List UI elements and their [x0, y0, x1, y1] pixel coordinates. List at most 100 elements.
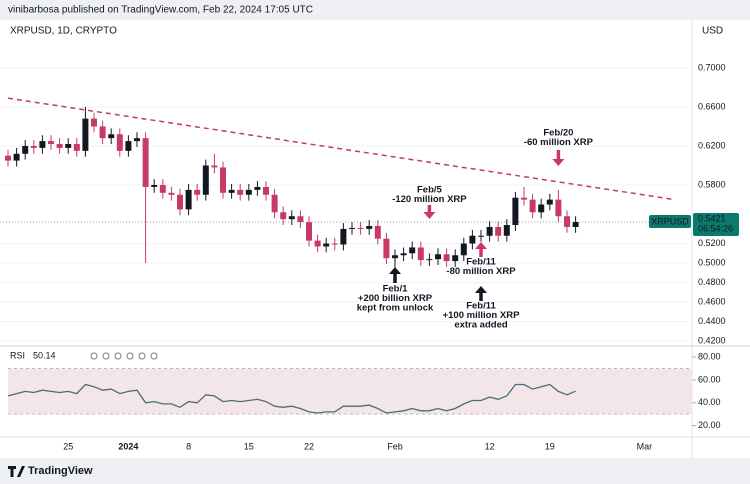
- candle-body: [99, 126, 106, 139]
- candle-body: [177, 194, 183, 210]
- annotation-arrow-head: [475, 286, 487, 293]
- y-tick-label: 0.4400: [698, 316, 726, 326]
- candle-body: [263, 186, 269, 195]
- candle-body: [280, 212, 287, 220]
- x-tick-label: 25: [63, 441, 73, 451]
- candle-body: [435, 254, 441, 260]
- candle-body: [211, 165, 218, 168]
- candle-body: [400, 253, 407, 256]
- y-tick-label: 0.5000: [698, 257, 726, 267]
- candle-body: [82, 118, 89, 151]
- logo-text: TradingView: [28, 465, 93, 477]
- candle-body: [366, 225, 373, 229]
- candle-body: [306, 222, 312, 241]
- annotation-text: +100 million XRP: [443, 310, 520, 321]
- candle-body: [245, 189, 252, 195]
- annotation-text: -120 million XRP: [392, 194, 467, 205]
- y-tick-label: 0.4800: [698, 277, 726, 287]
- candle-body: [340, 228, 347, 245]
- candle-body: [331, 243, 338, 245]
- candle-body: [374, 225, 381, 239]
- candle-body: [452, 255, 459, 262]
- candle-body: [151, 185, 158, 187]
- candle-body: [48, 141, 54, 145]
- annotation-arrow-head: [423, 212, 436, 219]
- candle-body: [564, 216, 570, 227]
- y-tick-label: 0.4200: [698, 335, 726, 345]
- y-tick-label: 0.6200: [698, 140, 726, 150]
- candle-body: [125, 141, 132, 151]
- candle-body: [392, 255, 398, 259]
- candle-body: [443, 254, 450, 262]
- candle-body: [39, 141, 46, 148]
- symbol-title: XRPUSD, 1D, CRYPTO: [10, 26, 117, 37]
- candle-body: [538, 204, 545, 213]
- y-tick-label: 0.6600: [698, 101, 726, 111]
- candle-body: [469, 235, 476, 244]
- y-tick-label: 0.4600: [698, 296, 726, 306]
- candle-body: [503, 225, 510, 236]
- annotation-arrow-head: [389, 267, 401, 274]
- annotation-text: extra added: [454, 320, 508, 331]
- countdown-label: 06:54:26: [698, 223, 733, 233]
- annotation-text: Feb/11: [466, 301, 496, 312]
- annotation-text: kept from unlock: [357, 303, 434, 314]
- candle-body: [546, 199, 553, 205]
- header-bar: [0, 0, 750, 20]
- x-tick-label: 8: [186, 441, 191, 451]
- x-tick-label: Mar: [637, 441, 653, 451]
- x-tick-label: 2024: [118, 441, 138, 451]
- candle-body: [228, 189, 235, 193]
- trendline: [7, 97, 676, 201]
- candle-body: [91, 118, 97, 127]
- symbol-label-box: [649, 214, 691, 228]
- logo-icon: [8, 466, 25, 477]
- price-label-box: [693, 212, 739, 236]
- candle-body: [194, 189, 201, 195]
- candle-body: [73, 144, 80, 151]
- x-tick-label: Feb: [387, 441, 403, 451]
- rsi-icons: [90, 352, 158, 360]
- footer-bar: [0, 458, 750, 484]
- candle-body: [383, 238, 390, 259]
- candle-body: [486, 226, 493, 236]
- candle-body: [142, 138, 149, 187]
- candle-body: [56, 144, 63, 148]
- candle-body: [185, 189, 192, 210]
- candle-body: [220, 167, 226, 193]
- candle-body: [288, 216, 295, 220]
- x-tick-label: 15: [244, 441, 254, 451]
- candle-body: [409, 247, 416, 254]
- annotation-text: Feb/5: [417, 185, 443, 196]
- y-tick-label: 0.5200: [698, 238, 726, 248]
- y-tick-label: 40.00: [698, 397, 721, 407]
- candle-body: [30, 145, 37, 148]
- candle-body: [314, 240, 321, 247]
- candle-body: [168, 192, 175, 195]
- annotation-arrow-head: [475, 242, 487, 249]
- y-tick-label: 0.5800: [698, 179, 726, 189]
- rsi-value: 50.14: [33, 350, 56, 360]
- candle-body: [426, 259, 433, 261]
- rsi-title: RSI: [10, 350, 25, 360]
- candle-body: [134, 138, 140, 142]
- x-tick-label: 22: [304, 441, 314, 451]
- candle-body: [555, 199, 562, 217]
- candle-body: [202, 165, 209, 195]
- candle-body: [478, 235, 484, 237]
- candle-body: [13, 153, 20, 161]
- annotation-text: Feb/11: [466, 257, 496, 268]
- annotation-text: -60 million XRP: [524, 137, 594, 148]
- publisher: vinibarbosa published on TradingView.com…: [8, 5, 313, 16]
- y-tick-label: 80.00: [698, 352, 721, 362]
- currency: USD: [702, 26, 723, 37]
- annotation-text: -80 million XRP: [446, 266, 516, 277]
- candle-body: [254, 186, 261, 190]
- candle-body: [357, 227, 364, 229]
- candle-body: [271, 194, 278, 213]
- candle-body: [323, 243, 330, 247]
- candle-body: [5, 155, 11, 161]
- annotation-text: Feb/1: [383, 284, 409, 295]
- y-tick-label: 60.00: [698, 374, 721, 384]
